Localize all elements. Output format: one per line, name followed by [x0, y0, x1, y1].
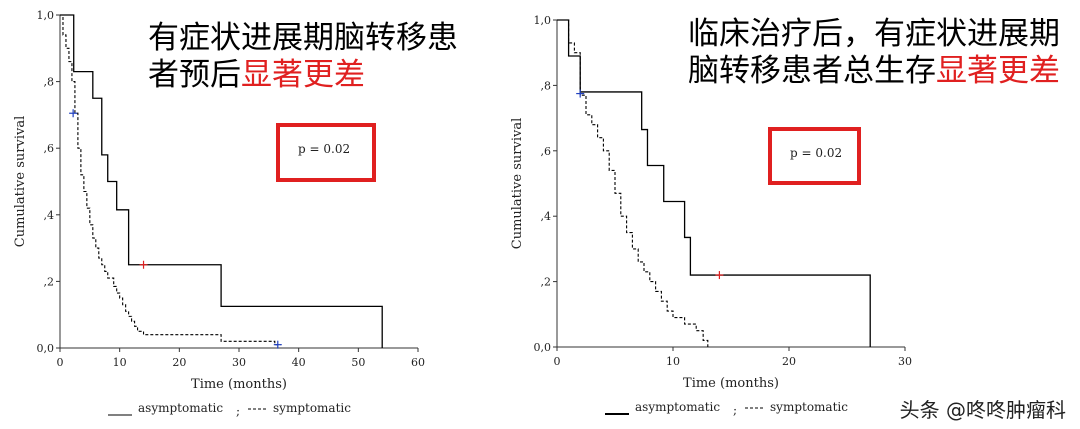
km-chart-left: 0,0 ,2 ,4 ,6 ,8 1,0 0 10 20 30 40 50 60 Cumulative su… — [13, 9, 425, 418]
y-tick-label: ,6 — [541, 145, 552, 158]
km-curve-symptomatic — [60, 14, 281, 346]
legend-separator: ; — [236, 404, 240, 418]
y-tick-label: ,4 — [44, 209, 55, 222]
headline-right: 临床治疗后，有症状进展期 脑转移患者总生存显著更差 — [688, 16, 1060, 90]
y-tick-label: 1,0 — [37, 9, 55, 22]
x-tick-label: 40 — [292, 356, 306, 369]
x-axis-title: Time (months) — [683, 376, 779, 391]
y-tick-label: ,8 — [541, 79, 552, 92]
km-curve-symptomatic — [557, 19, 709, 347]
y-tick-label: ,6 — [44, 142, 55, 155]
headline-left-red: 显著更差 — [241, 57, 365, 93]
y-tick-label: ,4 — [541, 210, 552, 223]
y-tick-label: ,2 — [541, 276, 552, 289]
x-tick-label: 50 — [351, 356, 365, 369]
x-tick-label: 20 — [782, 355, 796, 368]
legend-separator: ; — [733, 403, 737, 417]
km-curve-asymptomatic — [60, 14, 383, 348]
x-axis-title: Time (months) — [191, 377, 287, 392]
legend-label-asymptomatic: asymptomatic — [635, 400, 720, 414]
km-curve-asymptomatic — [557, 19, 871, 347]
y-tick-label: 1,0 — [534, 14, 552, 27]
pvalue-box-right: p = 0.02 — [768, 127, 861, 185]
x-tick-label: 30 — [898, 355, 912, 368]
y-tick-label: ,2 — [44, 275, 55, 288]
x-tick-label: 10 — [113, 356, 127, 369]
y-tick-label: ,8 — [44, 76, 55, 89]
pvalue-left: p = 0.02 — [298, 142, 351, 156]
pvalue-right: p = 0.02 — [790, 146, 843, 160]
pvalue-box-left: p = 0.02 — [276, 123, 376, 182]
headline-left-line1: 有症状进展期脑转移患 — [148, 20, 458, 56]
x-tick-label: 60 — [411, 356, 425, 369]
x-tick-label: 30 — [232, 356, 246, 369]
headline-left-black: 者预后 — [148, 57, 241, 93]
km-chart-right: 0,0 ,2 ,4 ,6 ,8 1,0 0 10 20 30 Cumulative survival… — [510, 14, 912, 417]
x-tick-label: 20 — [172, 356, 186, 369]
watermark: 头条 @咚咚肿瘤科 — [899, 398, 1066, 422]
legend-label-asymptomatic: asymptomatic — [138, 401, 223, 415]
x-tick-label: 0 — [554, 355, 561, 368]
y-tick-label: 0,0 — [37, 342, 55, 355]
headline-left: 有症状进展期脑转移患 者预后显著更差 — [148, 20, 458, 94]
y-axis-title: Cumulative survival — [13, 116, 28, 248]
x-tick-label: 10 — [666, 355, 680, 368]
km-panel-right: 0,0 ,2 ,4 ,6 ,8 1,0 0 10 20 30 Cumulative survival… — [510, 0, 1080, 429]
km-panel-left: 0,0 ,2 ,4 ,6 ,8 1,0 0 10 20 30 40 50 60 Cumulative su… — [13, 9, 458, 418]
headline-left-line2: 者预后显著更差 — [148, 57, 458, 94]
headline-right-red: 显著更差 — [936, 53, 1060, 89]
headline-right-line1: 临床治疗后，有症状进展期 — [688, 16, 1060, 52]
headline-right-black: 脑转移患者总生存 — [688, 53, 936, 89]
legend-label-symptomatic: symptomatic — [770, 400, 848, 414]
legend-label-symptomatic: symptomatic — [273, 401, 351, 415]
x-tick-label: 0 — [57, 356, 64, 369]
y-tick-label: 0,0 — [534, 341, 552, 354]
y-axis-title: Cumulative survival — [510, 118, 525, 250]
headline-right-line2: 脑转移患者总生存显著更差 — [688, 53, 1060, 90]
